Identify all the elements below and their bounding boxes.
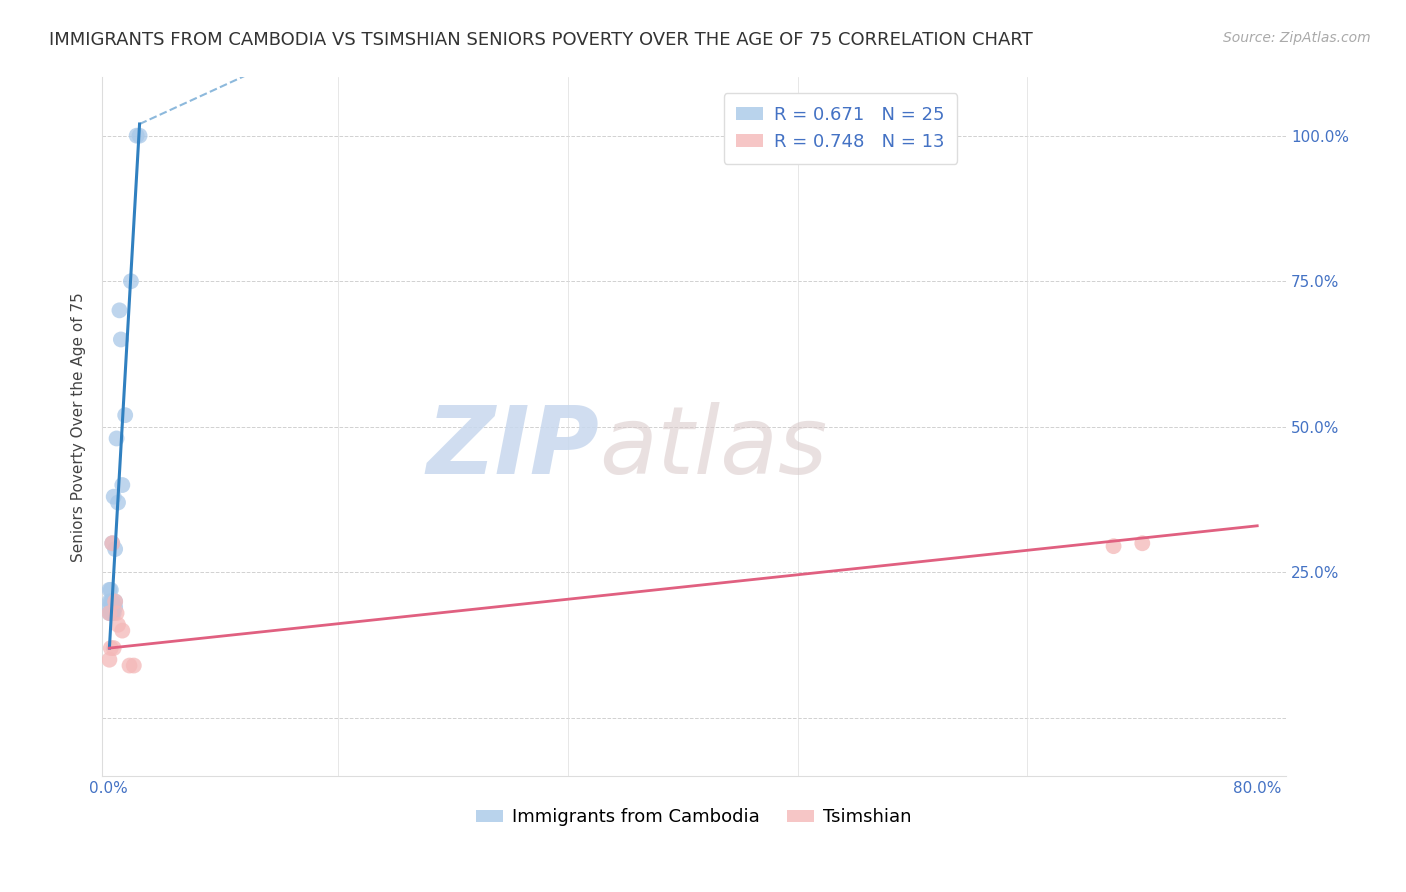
- Point: [101, 536, 124, 550]
- Point: [103, 641, 125, 656]
- Point: [118, 658, 141, 673]
- Point: [100, 582, 122, 597]
- Point: [104, 600, 127, 615]
- Point: [107, 617, 129, 632]
- Point: [128, 128, 150, 143]
- Point: [120, 274, 142, 288]
- Point: [101, 536, 124, 550]
- Point: [114, 408, 136, 422]
- Point: [98, 606, 121, 620]
- Point: [101, 594, 124, 608]
- Point: [98, 606, 121, 620]
- Point: [103, 490, 125, 504]
- Text: Source: ZipAtlas.com: Source: ZipAtlas.com: [1223, 31, 1371, 45]
- Point: [108, 303, 131, 318]
- Point: [122, 658, 145, 673]
- Point: [98, 600, 121, 615]
- Point: [111, 624, 134, 638]
- Point: [98, 582, 121, 597]
- Legend: Immigrants from Cambodia, Tsimshian: Immigrants from Cambodia, Tsimshian: [470, 801, 920, 833]
- Point: [105, 606, 128, 620]
- Text: ZIP: ZIP: [426, 401, 599, 494]
- Y-axis label: Seniors Poverty Over the Age of 75: Seniors Poverty Over the Age of 75: [72, 292, 86, 562]
- Point: [104, 542, 127, 557]
- Point: [98, 594, 121, 608]
- Point: [107, 495, 129, 509]
- Point: [100, 641, 122, 656]
- Point: [104, 594, 127, 608]
- Point: [101, 606, 124, 620]
- Point: [111, 478, 134, 492]
- Point: [98, 653, 121, 667]
- Point: [105, 432, 128, 446]
- Point: [103, 606, 125, 620]
- Point: [1130, 536, 1153, 550]
- Point: [125, 128, 148, 143]
- Point: [101, 600, 124, 615]
- Point: [100, 606, 122, 620]
- Text: IMMIGRANTS FROM CAMBODIA VS TSIMSHIAN SENIORS POVERTY OVER THE AGE OF 75 CORRELA: IMMIGRANTS FROM CAMBODIA VS TSIMSHIAN SE…: [49, 31, 1033, 49]
- Point: [104, 594, 127, 608]
- Text: atlas: atlas: [599, 402, 828, 493]
- Point: [110, 333, 132, 347]
- Point: [1102, 539, 1125, 553]
- Point: [100, 594, 122, 608]
